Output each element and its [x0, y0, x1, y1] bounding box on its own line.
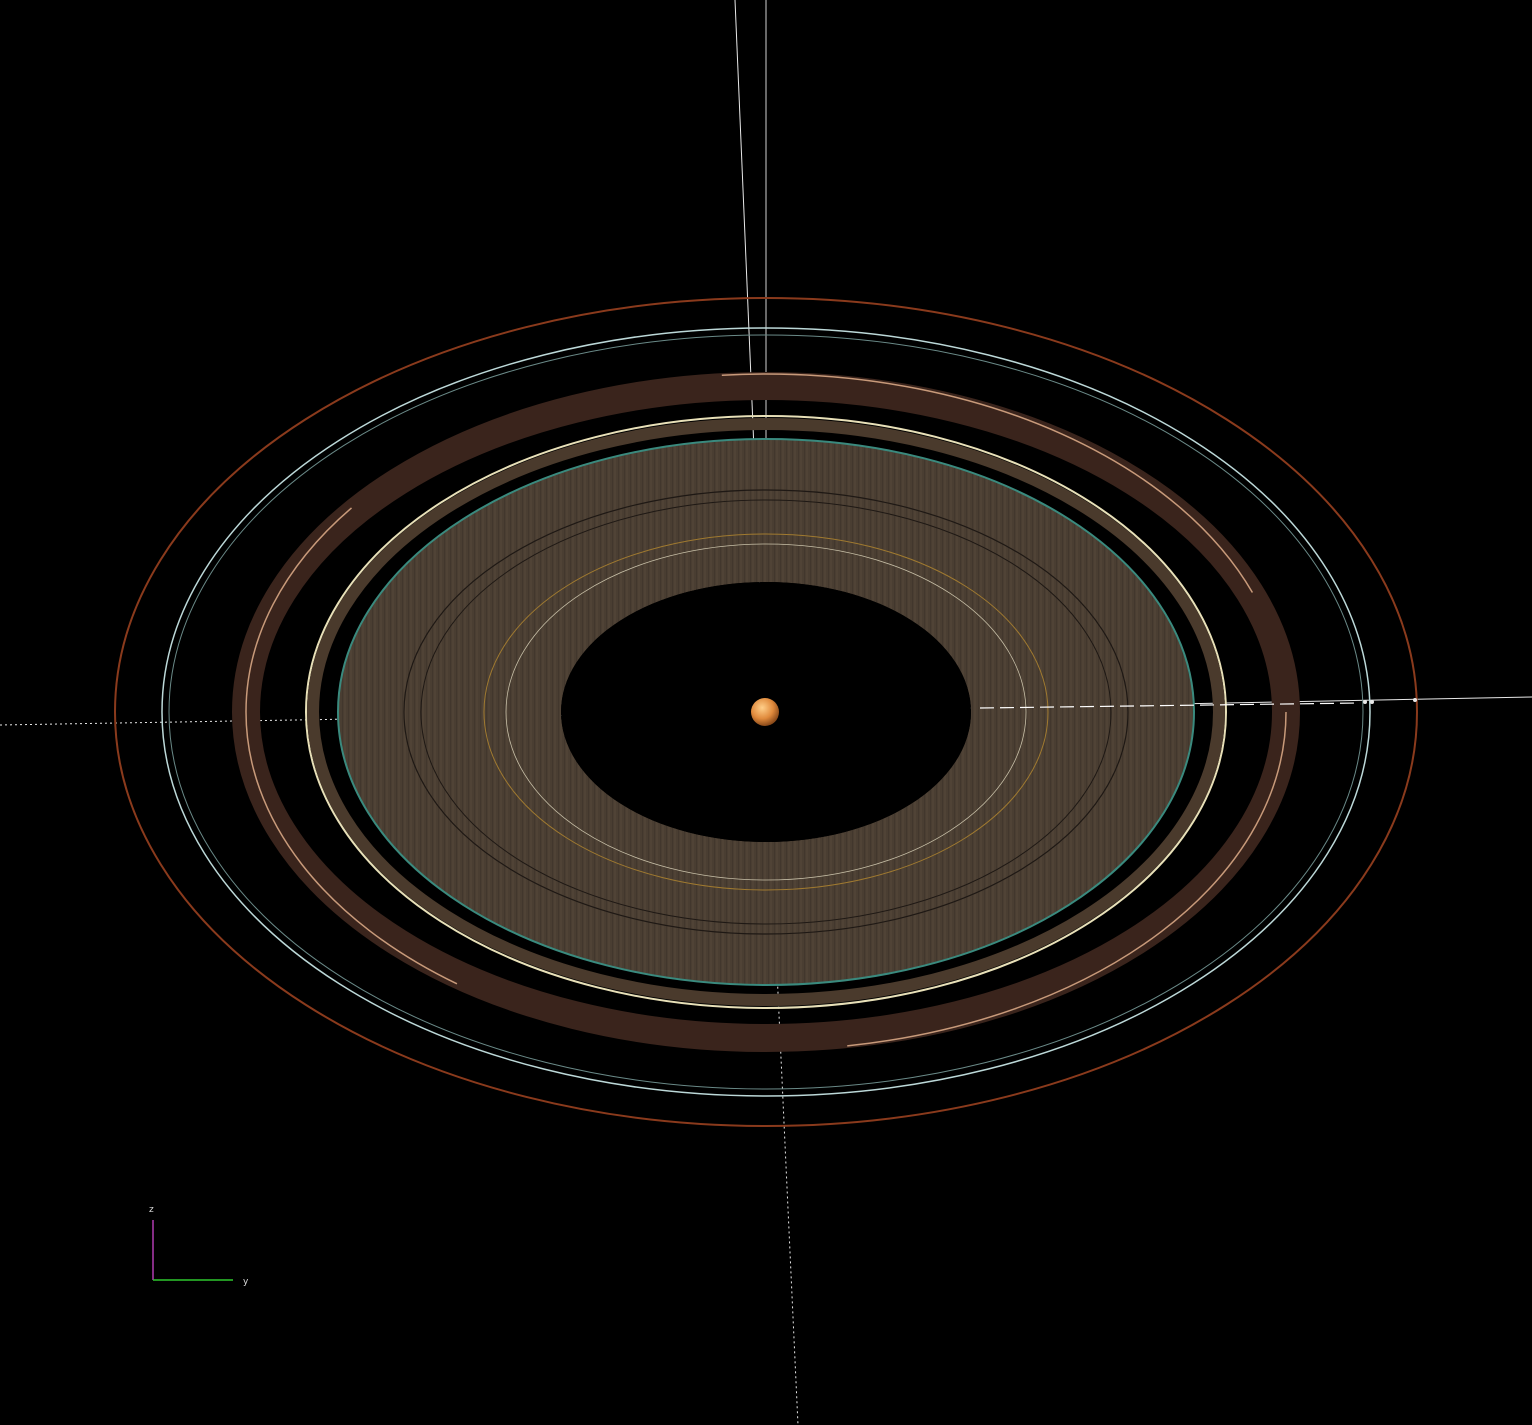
gizmo-z-label: z: [149, 1205, 154, 1215]
disk-inner-track-1: [403, 489, 1129, 935]
disk-white-track: [505, 543, 1027, 881]
disk-axis-dash: [979, 702, 1361, 709]
disk-inner-track-2: [420, 499, 1112, 925]
orbit-markers: [1363, 698, 1417, 704]
central-planet[interactable]: [751, 698, 779, 726]
orbit-marker-dot: [1370, 700, 1374, 704]
gizmo-y-label: y: [243, 1277, 249, 1287]
main-disk-teal-edge: [337, 438, 1195, 986]
disk-gold-track: [483, 533, 1049, 891]
orbit-marker-dot: [1413, 698, 1417, 702]
orbit-marker-dot: [1363, 700, 1367, 704]
axis-gizmo: z y: [149, 1205, 249, 1287]
